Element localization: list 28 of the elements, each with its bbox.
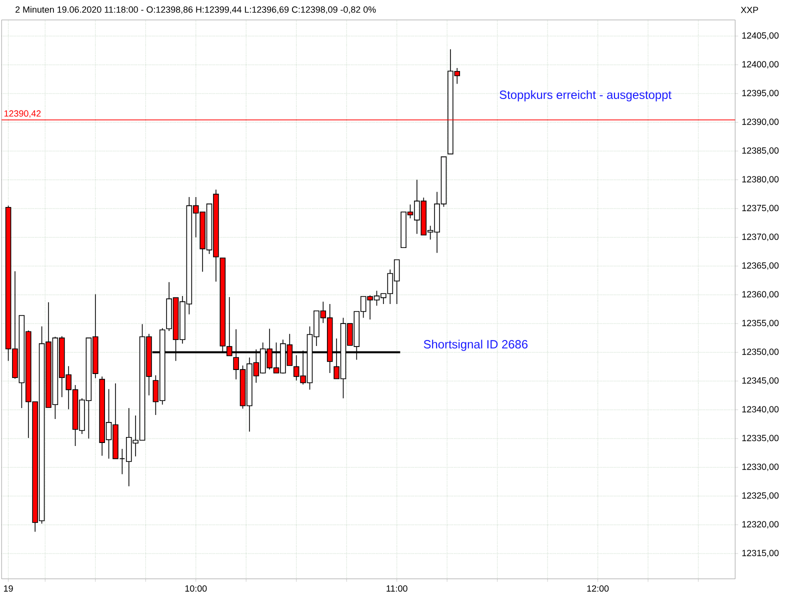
y-tick-label: 12330,00 <box>742 464 779 472</box>
y-tick-label: 12385,00 <box>742 147 779 155</box>
y-tick-label: 12340,00 <box>742 406 779 414</box>
y-tick-label: 12325,00 <box>742 492 779 500</box>
y-tick-label: 12360,00 <box>742 291 779 299</box>
y-tick-label: 12365,00 <box>742 262 779 270</box>
y-tick-label: 12355,00 <box>742 320 779 328</box>
annotation: Shortsignal ID 2686 <box>424 340 528 351</box>
y-tick-label: 12405,00 <box>742 32 779 40</box>
y-tick-label: 12380,00 <box>742 176 779 184</box>
annotation: Stoppkurs erreicht - ausgestoppt <box>500 90 672 102</box>
x-tick-label: 10:00 <box>185 585 207 592</box>
text: XXP <box>740 6 758 14</box>
y-tick-label: 12370,00 <box>742 234 779 242</box>
y-tick-label: 12335,00 <box>742 434 779 442</box>
y-tick-label: 12400,00 <box>742 61 779 69</box>
x-tick-label: 12:00 <box>587 585 609 592</box>
y-tick-label: 12345,00 <box>742 377 779 385</box>
chart-title: 2 Minuten 19.06.2020 11:18:00 - O:12398,86 H:12399,44 L:12396,69 C:12398,09 -0,82 0% <box>16 6 376 14</box>
y-tick-label: 12350,00 <box>742 348 779 356</box>
ref-line-label: 12390,42 <box>4 110 41 118</box>
y-tick-label: 12375,00 <box>742 204 779 212</box>
y-tick-label: 12320,00 <box>742 521 779 529</box>
x-tick-label: 19 <box>4 585 13 592</box>
y-tick-label: 12390,00 <box>742 118 779 126</box>
y-tick-label: 12315,00 <box>742 550 779 558</box>
y-tick-label: 12395,00 <box>742 90 779 98</box>
x-tick-label: 11:00 <box>386 585 408 592</box>
